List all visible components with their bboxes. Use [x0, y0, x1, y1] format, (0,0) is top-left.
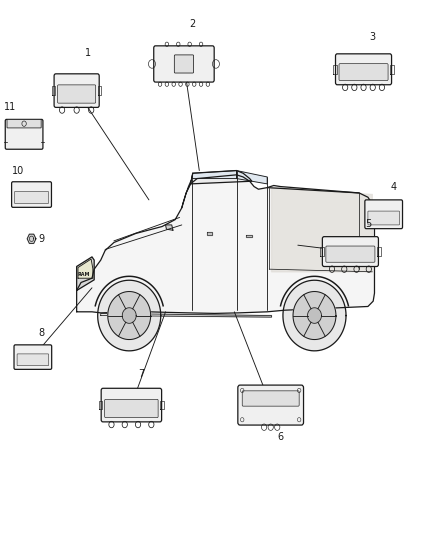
- FancyBboxPatch shape: [58, 85, 96, 103]
- Polygon shape: [307, 308, 321, 324]
- Polygon shape: [182, 173, 193, 208]
- Text: 8: 8: [39, 328, 45, 338]
- FancyBboxPatch shape: [322, 237, 378, 266]
- FancyBboxPatch shape: [174, 55, 194, 73]
- Polygon shape: [283, 280, 346, 351]
- Polygon shape: [166, 225, 173, 230]
- FancyBboxPatch shape: [11, 182, 52, 207]
- Text: 10: 10: [12, 166, 25, 175]
- FancyBboxPatch shape: [17, 354, 49, 366]
- FancyBboxPatch shape: [339, 64, 388, 80]
- FancyBboxPatch shape: [368, 211, 399, 225]
- Polygon shape: [27, 234, 36, 244]
- Polygon shape: [237, 171, 267, 184]
- Polygon shape: [122, 308, 136, 324]
- Text: 9: 9: [39, 234, 45, 244]
- Polygon shape: [207, 232, 212, 235]
- FancyBboxPatch shape: [101, 388, 162, 422]
- Text: 6: 6: [277, 432, 283, 442]
- Polygon shape: [77, 175, 374, 313]
- FancyBboxPatch shape: [105, 399, 158, 418]
- Polygon shape: [246, 235, 252, 237]
- FancyBboxPatch shape: [326, 246, 375, 262]
- FancyBboxPatch shape: [7, 119, 41, 128]
- Polygon shape: [77, 257, 94, 290]
- FancyBboxPatch shape: [5, 119, 43, 149]
- FancyBboxPatch shape: [154, 46, 214, 82]
- FancyBboxPatch shape: [242, 391, 299, 406]
- FancyBboxPatch shape: [14, 191, 48, 204]
- FancyBboxPatch shape: [336, 54, 392, 85]
- Text: 2: 2: [190, 19, 196, 29]
- FancyBboxPatch shape: [14, 345, 52, 369]
- Text: 11: 11: [4, 102, 16, 111]
- FancyBboxPatch shape: [238, 385, 304, 425]
- Polygon shape: [192, 171, 237, 179]
- Text: 3: 3: [369, 33, 375, 42]
- Polygon shape: [101, 313, 272, 317]
- FancyBboxPatch shape: [365, 200, 403, 229]
- FancyBboxPatch shape: [54, 74, 99, 108]
- Polygon shape: [98, 280, 161, 351]
- Text: 5: 5: [365, 219, 371, 229]
- Polygon shape: [191, 171, 252, 184]
- Polygon shape: [293, 292, 336, 340]
- Polygon shape: [108, 292, 151, 340]
- Polygon shape: [78, 259, 93, 278]
- Text: 4: 4: [390, 182, 396, 191]
- Polygon shape: [272, 188, 372, 272]
- Text: RAM: RAM: [78, 272, 90, 277]
- Text: 7: 7: [138, 369, 144, 379]
- Text: 1: 1: [85, 49, 91, 58]
